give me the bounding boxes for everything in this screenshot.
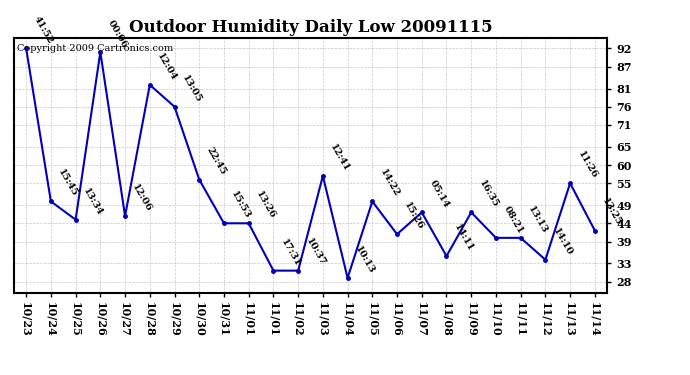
Text: 12:04: 12:04 — [155, 51, 179, 82]
Text: 00:06: 00:06 — [106, 18, 129, 49]
Text: 12:41: 12:41 — [328, 142, 351, 173]
Text: 10:37: 10:37 — [304, 237, 327, 268]
Text: 12:06: 12:06 — [130, 182, 154, 213]
Text: 13:25: 13:25 — [600, 197, 623, 228]
Text: Copyright 2009 Cartronics.com: Copyright 2009 Cartronics.com — [17, 44, 173, 53]
Text: 15:45: 15:45 — [57, 168, 79, 199]
Text: 14:22: 14:22 — [378, 168, 401, 199]
Text: 15:26: 15:26 — [402, 201, 426, 231]
Text: 11:26: 11:26 — [575, 150, 599, 180]
Text: 05:14: 05:14 — [427, 178, 451, 210]
Text: 41:52: 41:52 — [32, 15, 55, 46]
Text: 13:13: 13:13 — [526, 204, 549, 235]
Text: 08:21: 08:21 — [502, 204, 524, 235]
Text: 14:10: 14:10 — [551, 226, 574, 257]
Text: 13:26: 13:26 — [254, 190, 277, 220]
Text: 16:35: 16:35 — [477, 179, 500, 210]
Text: 13:05: 13:05 — [180, 73, 203, 104]
Text: 13:34: 13:34 — [81, 186, 104, 217]
Text: 14:11: 14:11 — [452, 223, 475, 253]
Text: 15:53: 15:53 — [230, 190, 253, 220]
Title: Outdoor Humidity Daily Low 20091115: Outdoor Humidity Daily Low 20091115 — [129, 19, 492, 36]
Text: 10:13: 10:13 — [353, 244, 376, 275]
Text: 22:45: 22:45 — [205, 146, 228, 177]
Text: 17:31: 17:31 — [279, 237, 302, 268]
